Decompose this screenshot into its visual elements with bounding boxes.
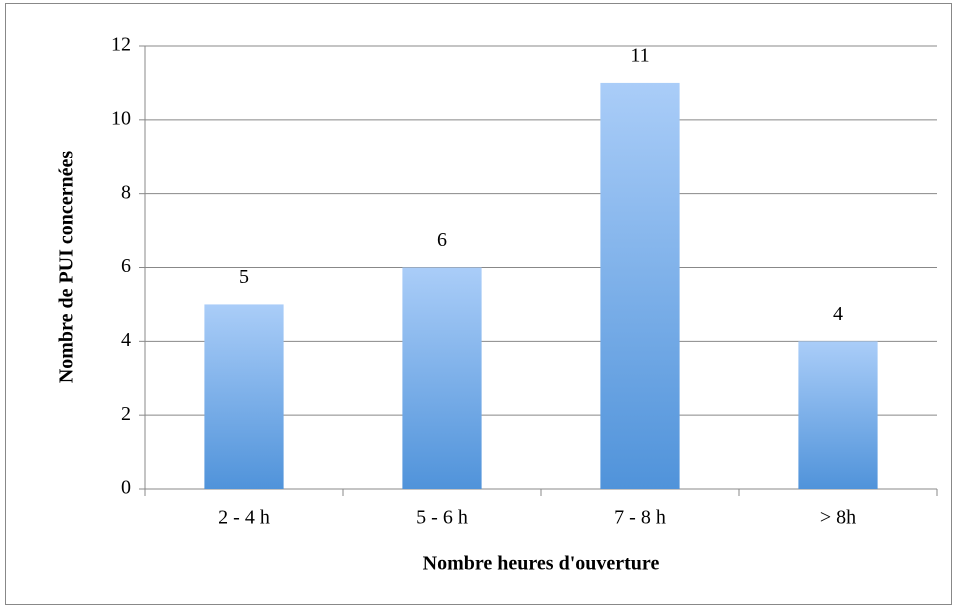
y-tick-label: 12 xyxy=(111,34,131,56)
y-tick-label: 0 xyxy=(121,477,131,499)
data-label: 4 xyxy=(833,303,843,325)
y-tick-label: 4 xyxy=(121,329,131,351)
y-tick-label: 2 xyxy=(121,403,131,425)
bar xyxy=(402,267,482,489)
x-tick-label: > 8h xyxy=(820,507,856,529)
x-tick-label: 2 - 4 h xyxy=(218,507,270,529)
bar xyxy=(204,304,284,489)
x-tick-label: 7 - 8 h xyxy=(614,507,666,529)
x-tick-label: 5 - 6 h xyxy=(416,507,468,529)
x-axis-title: Nombre heures d'ouverture xyxy=(423,553,660,575)
data-label: 6 xyxy=(437,229,447,251)
data-label: 5 xyxy=(239,266,249,288)
y-tick-label: 6 xyxy=(121,255,131,277)
bar xyxy=(600,82,680,490)
data-label: 11 xyxy=(630,45,649,67)
bar xyxy=(798,341,878,489)
y-tick-label: 10 xyxy=(111,107,131,129)
y-axis-title: Nombre de PUI concernées xyxy=(56,151,78,384)
y-tick-label: 8 xyxy=(121,181,131,203)
